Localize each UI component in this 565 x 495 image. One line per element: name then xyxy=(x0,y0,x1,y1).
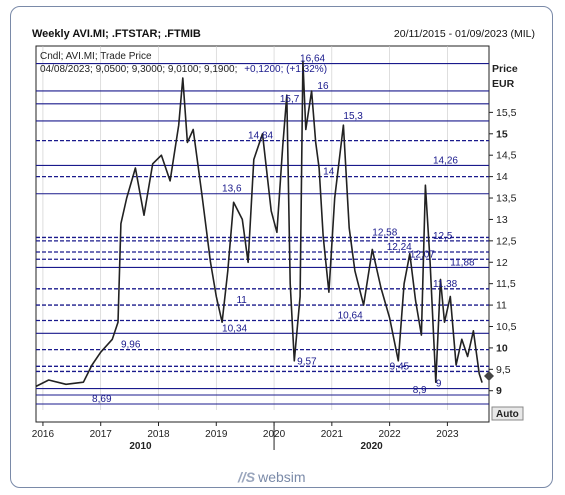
legend-change: +0,1200; (+1,32%) xyxy=(244,64,327,75)
level-label-10: 12,24 xyxy=(387,242,412,253)
legend-ohlc: 04/08/2023; 9,0500; 9,3000; 9,0100; 9,19… xyxy=(40,64,237,75)
plot-area xyxy=(35,45,490,423)
level-label-7: 13,6 xyxy=(222,184,242,195)
auto-button-label: Auto xyxy=(496,409,519,420)
last-price-marker xyxy=(484,371,494,381)
legend-line-1: Cndl; AVI.MI; Trade Price xyxy=(40,51,152,62)
level-label-13: 11,38 xyxy=(433,279,458,290)
level-label-11: 12,07 xyxy=(410,249,435,260)
websim-logo: //S websim xyxy=(238,469,306,485)
y-tick-label-12: 12 xyxy=(496,257,508,269)
y-axis: 9 9,5 10 10,5 11 11,5 12 12,5 13 13,5 14 14,5 15 15,5 xyxy=(489,107,517,397)
x-tick-label-2016: 2016 xyxy=(32,429,55,440)
level-label-1: 16 xyxy=(317,81,329,92)
level-label-2: 15,7 xyxy=(280,94,300,105)
currency-axis-label: EUR xyxy=(492,78,515,90)
level-label-15: 10,64 xyxy=(338,310,363,321)
y-tick-label-14: 14 xyxy=(496,171,508,183)
price-series xyxy=(35,60,483,388)
price-axis-label: Price xyxy=(492,63,518,75)
x-tick-label-2023: 2023 xyxy=(436,429,459,440)
y-tick-label-13,5: 13,5 xyxy=(496,193,517,205)
level-label-4: 14,84 xyxy=(248,131,273,142)
y-tick-label-15: 15 xyxy=(496,128,508,140)
y-tick-label-9: 9 xyxy=(496,385,502,397)
level-label-20: 9 xyxy=(436,379,442,390)
level-label-6: 14 xyxy=(323,167,335,178)
y-tick-label-14,5: 14,5 xyxy=(496,150,517,162)
x-tick-label-2021: 2021 xyxy=(321,429,344,440)
websim-logo-mark: //S xyxy=(238,469,256,485)
auto-button[interactable]: Auto xyxy=(491,406,524,421)
y-tick-label-12,5: 12,5 xyxy=(496,235,517,247)
level-label-17: 9,96 xyxy=(121,340,141,351)
x-decade-label-2020: 2020 xyxy=(360,441,383,452)
date-range: 20/11/2015 - 01/09/2023 (MIL) xyxy=(393,28,535,40)
level-label-8: 12,58 xyxy=(372,227,397,238)
level-labels: 16,64 16 15,7 15,3 14,84 14,26 14 13,6 12,58 12,5… xyxy=(92,54,475,405)
x-tick-label-2019: 2019 xyxy=(205,429,228,440)
y-tick-label-10,5: 10,5 xyxy=(496,321,517,333)
x-tick-label-2017: 2017 xyxy=(90,429,113,440)
level-label-5: 14,26 xyxy=(433,155,458,166)
level-label-3: 15,3 xyxy=(343,111,363,122)
x-tick-label-2018: 2018 xyxy=(147,429,170,440)
level-label-19: 9,45 xyxy=(390,361,410,372)
level-label-9: 12,5 xyxy=(433,231,453,242)
level-lines xyxy=(36,63,489,405)
price-line xyxy=(35,60,483,388)
level-label-12: 11,88 xyxy=(450,257,475,268)
websim-logo-text: websim xyxy=(258,469,306,485)
level-label-16: 10,34 xyxy=(222,323,247,334)
level-label-18: 9,57 xyxy=(297,356,317,367)
legend-line-2: 04/08/2023; 9,0500; 9,3000; 9,0100; 9,19… xyxy=(40,64,327,75)
level-label-22: 8,69 xyxy=(92,394,112,405)
y-tick-label-10: 10 xyxy=(496,342,508,354)
level-label-21: 8,9 xyxy=(413,385,427,396)
level-label-14: 11 xyxy=(236,295,247,306)
y-tick-label-13: 13 xyxy=(496,214,508,226)
chart-title: Weekly AVI.MI; .FTSTAR; .FTMIB xyxy=(32,28,201,40)
x-tick-label-2022: 2022 xyxy=(378,429,401,440)
y-tick-label-11: 11 xyxy=(496,300,507,312)
x-decade-label-2010: 2010 xyxy=(129,441,152,452)
y-tick-label-15,5: 15,5 xyxy=(496,107,517,119)
y-tick-label-9,5: 9,5 xyxy=(496,364,511,376)
level-label-0: 16,64 xyxy=(300,54,325,65)
y-tick-label-11,5: 11,5 xyxy=(496,278,516,290)
